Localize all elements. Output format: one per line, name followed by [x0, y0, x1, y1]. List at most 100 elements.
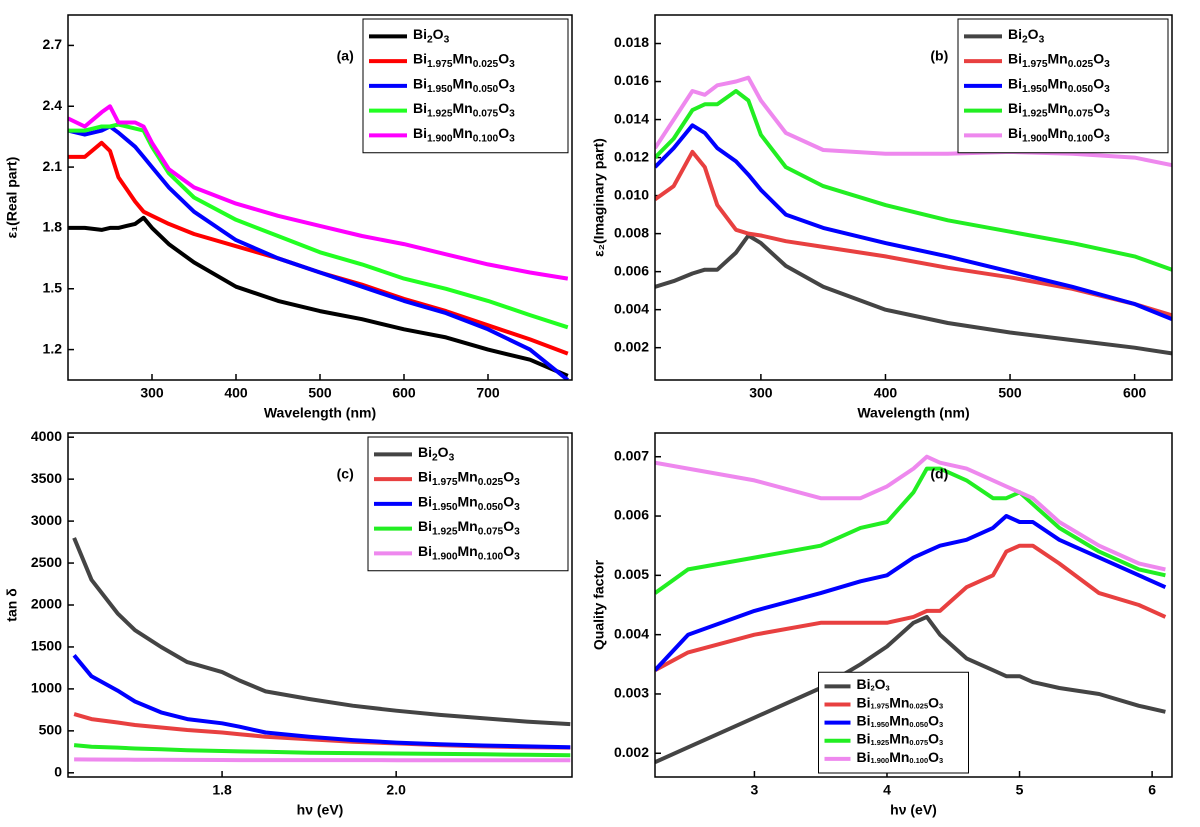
- panel-label: (d): [930, 466, 948, 482]
- x-tick-label: 4: [883, 782, 891, 798]
- legend-label: Bi2O3: [418, 444, 455, 463]
- x-tick-label: 600: [392, 385, 416, 401]
- x-tick-label: 6: [1148, 782, 1156, 798]
- y-tick-label: 0.010: [614, 186, 649, 202]
- y-axis-label: ε₂(Imaginary part): [591, 138, 607, 257]
- x-tick-label: 700: [476, 385, 500, 401]
- x-axis-label: Wavelength (nm): [264, 405, 376, 421]
- plot-frame: [67, 14, 573, 381]
- data-line: [655, 149, 1172, 318]
- legend-label: Bi1.950Mn0.050O3: [413, 75, 515, 94]
- legend-label: Bi2O3: [413, 26, 450, 45]
- data-line: [74, 757, 571, 763]
- data-line: [655, 543, 1167, 672]
- legend-label: Bi1.975Mn0.025O3: [1008, 50, 1110, 69]
- data-line: [72, 537, 571, 727]
- panel-label: (b): [930, 48, 948, 64]
- x-tick-label: 5: [1016, 782, 1024, 798]
- y-tick-label: 0: [54, 764, 62, 780]
- y-tick-label: 2000: [31, 596, 62, 612]
- panel-label: (a): [337, 48, 354, 64]
- y-tick-label: 0.014: [614, 110, 649, 126]
- legend-label: Bi1.975Mn0.025O3: [413, 50, 515, 69]
- y-tick-label: 2500: [31, 554, 62, 570]
- legend-label: Bi1.975Mn0.025O3: [418, 468, 520, 487]
- legend-label: Bi2O3: [1008, 26, 1045, 45]
- y-tick-label: 0.018: [614, 34, 649, 50]
- y-tick-label: 1500: [31, 638, 62, 654]
- y-tick-label: 1000: [31, 680, 62, 696]
- y-tick-label: 1.2: [43, 340, 63, 356]
- plot-frame: [654, 432, 1173, 778]
- legend-label: Bi1.925Mn0.075O3: [1008, 100, 1110, 119]
- plot-frame: [654, 14, 1173, 381]
- data-line: [655, 123, 1172, 322]
- legend-label: Bi1.925Mn0.075O3: [857, 730, 944, 747]
- y-axis-label: ε₁(Real part): [4, 157, 20, 239]
- legend-label: Bi1.925Mn0.075O3: [418, 518, 520, 537]
- data-line: [68, 104, 569, 281]
- x-axis-label: Wavelength (nm): [857, 405, 969, 421]
- x-tick-label: 300: [749, 385, 773, 401]
- x-tick-label: 500: [308, 385, 332, 401]
- x-tick-label: 1.8: [212, 782, 232, 798]
- data-line: [68, 140, 569, 356]
- data-line: [68, 122, 569, 330]
- data-line: [72, 654, 571, 750]
- data-line: [655, 89, 1172, 272]
- x-tick-label: 300: [140, 385, 164, 401]
- plot-frame: [67, 432, 573, 778]
- data-line: [655, 614, 1166, 765]
- x-tick-label: 400: [224, 385, 248, 401]
- y-tick-label: 0.004: [614, 300, 649, 316]
- y-axis-label: tan δ: [4, 588, 20, 621]
- y-tick-label: 3000: [31, 512, 62, 528]
- data-line: [655, 514, 1167, 672]
- data-line: [68, 215, 569, 378]
- y-tick-label: 0.006: [614, 507, 649, 523]
- x-axis-label: hν (eV): [890, 802, 937, 818]
- y-tick-label: 0.016: [614, 72, 649, 88]
- y-axis-label: Quality factor: [591, 559, 607, 650]
- data-line: [73, 743, 571, 758]
- y-tick-label: 1.8: [43, 219, 63, 235]
- y-tick-label: 0.007: [614, 447, 649, 463]
- y-tick-label: 1.5: [43, 279, 63, 295]
- x-tick-label: 600: [1123, 385, 1147, 401]
- y-tick-label: 500: [39, 722, 63, 738]
- y-tick-label: 0.008: [614, 224, 649, 240]
- legend-label: Bi1.975Mn0.025O3: [857, 694, 944, 711]
- legend-label: Bi1.900Mn0.100O3: [1008, 125, 1110, 144]
- data-line: [655, 454, 1166, 572]
- legend-label: Bi1.950Mn0.050O3: [418, 493, 520, 512]
- legend-label: Bi1.900Mn0.100O3: [413, 125, 515, 144]
- y-tick-label: 2.4: [43, 97, 63, 113]
- y-tick-label: 4000: [31, 428, 62, 444]
- y-tick-label: 0.005: [614, 566, 649, 582]
- y-tick-label: 0.004: [614, 625, 649, 641]
- legend-label: Bi1.950Mn0.050O3: [857, 712, 944, 729]
- x-tick-label: 2.0: [386, 782, 406, 798]
- x-tick-label: 400: [874, 385, 898, 401]
- legend-box: [818, 671, 969, 774]
- x-tick-label: 500: [998, 385, 1022, 401]
- data-line: [655, 233, 1172, 356]
- legend-label: Bi1.925Mn0.075O3: [413, 100, 515, 119]
- y-tick-label: 0.003: [614, 685, 649, 701]
- panel-label: (c): [337, 466, 354, 482]
- y-tick-label: 0.006: [614, 262, 649, 278]
- y-tick-label: 3500: [31, 470, 62, 486]
- x-tick-label: 3: [751, 782, 759, 798]
- data-line: [655, 466, 1166, 595]
- y-tick-label: 2.7: [43, 36, 63, 52]
- y-tick-label: 0.012: [614, 148, 649, 164]
- y-tick-label: 2.1: [43, 158, 63, 174]
- legend-label: Bi1.950Mn0.050O3: [1008, 75, 1110, 94]
- legend-label: Bi1.900Mn0.100O3: [857, 749, 944, 766]
- legend-label: Bi1.900Mn0.100O3: [418, 543, 520, 562]
- y-tick-label: 0.002: [614, 744, 649, 760]
- x-axis-label: hν (eV): [297, 802, 344, 818]
- y-tick-label: 0.002: [614, 338, 649, 354]
- legend-label: Bi2O3: [857, 676, 890, 693]
